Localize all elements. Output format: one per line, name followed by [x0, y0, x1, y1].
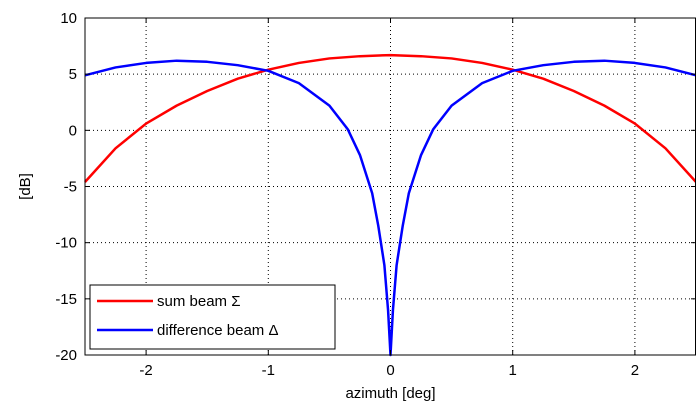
x-tick-label: 1	[509, 362, 517, 379]
y-tick-label: 5	[69, 66, 77, 83]
legend-label-difference-beam: difference beam Δ	[157, 322, 278, 339]
legend-label-sum-beam: sum beam Σ	[157, 293, 240, 310]
y-tick-label: -5	[64, 179, 77, 196]
x-tick-label: -1	[262, 362, 275, 379]
y-tick-label: 10	[60, 10, 77, 27]
x-axis-label: azimuth [deg]	[345, 385, 435, 402]
x-tick-label: 2	[631, 362, 639, 379]
x-tick-label: -2	[139, 362, 152, 379]
y-axis-label: [dB]	[17, 173, 34, 200]
y-tick-label: -15	[55, 291, 77, 308]
y-tick-label: -10	[55, 235, 77, 252]
y-tick-label: -20	[55, 347, 77, 364]
legend: sum beam Σ difference beam Δ	[89, 284, 336, 350]
y-tick-label: 0	[69, 122, 77, 139]
series-line-0	[84, 53, 696, 183]
x-tick-label: 0	[386, 362, 394, 379]
legend-box	[89, 284, 336, 350]
